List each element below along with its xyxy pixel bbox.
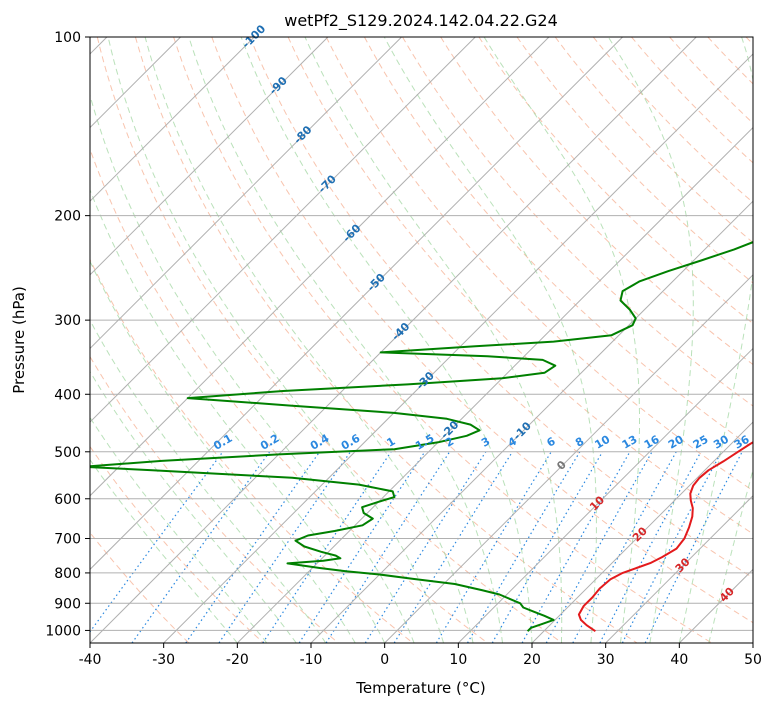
y-tick-label: 400 xyxy=(54,387,81,403)
mixing-ratio-line xyxy=(599,451,702,643)
plot-frame xyxy=(89,36,754,644)
x-tick-label: -10 xyxy=(300,652,323,668)
isotherm-line xyxy=(90,37,476,423)
moist-adiabat xyxy=(90,458,238,643)
moist-adiabat xyxy=(383,37,597,643)
moist-adiabat xyxy=(607,37,694,643)
isotherm-line xyxy=(384,274,753,643)
moist-adiabat xyxy=(708,467,753,643)
y-tick-label: 800 xyxy=(54,566,81,582)
y-tick-label: 900 xyxy=(54,596,81,612)
isotherm-line xyxy=(90,37,402,350)
isotherm-line xyxy=(90,37,329,276)
x-tick-label: 0 xyxy=(380,652,389,668)
mixing-ratio-line xyxy=(185,451,321,643)
y-tick-label: 600 xyxy=(54,492,81,508)
mixing-ratio-line xyxy=(466,451,581,643)
temperature-profile xyxy=(577,441,753,633)
y-tick-label: 300 xyxy=(54,313,81,329)
x-tick-label: -30 xyxy=(152,652,175,668)
y-axis-title: Pressure (hPa) xyxy=(10,286,28,394)
dry-adiabat xyxy=(90,147,488,643)
x-tick-label: 20 xyxy=(523,652,541,668)
dry-adiabat xyxy=(249,37,753,579)
dry-adiabat xyxy=(440,37,753,366)
isotherm-line xyxy=(531,421,753,643)
dry-adiabat xyxy=(173,37,712,643)
moist-adiabat xyxy=(188,37,503,643)
mixing-ratio-line xyxy=(298,451,426,643)
y-tick-label: 100 xyxy=(54,30,81,46)
isotherm-line xyxy=(90,37,697,643)
moist-adiabat xyxy=(678,37,753,643)
mixing-ratio-line xyxy=(572,451,677,643)
x-tick-label: -40 xyxy=(79,652,102,668)
dry-adiabat xyxy=(478,37,753,325)
moist-adiabat xyxy=(90,416,268,643)
isotherm-line xyxy=(90,37,623,571)
x-tick-label: 10 xyxy=(449,652,467,668)
moist-adiabat xyxy=(144,37,474,643)
dry-adiabat xyxy=(134,37,638,643)
dry-adiabat xyxy=(90,355,339,643)
isotherm-line xyxy=(90,37,550,497)
chart-title: wetPf2_S129.2024.142.04.22.G24 xyxy=(284,11,558,31)
isotherm-line xyxy=(605,495,753,643)
mixing-ratio-line xyxy=(364,451,487,643)
moist-adiabat xyxy=(90,260,356,643)
moist-adiabat xyxy=(90,370,297,643)
x-tick-label: 50 xyxy=(744,652,762,668)
moist-adiabat xyxy=(483,37,640,643)
isotherm-line xyxy=(236,126,753,643)
moist-adiabat xyxy=(240,37,533,643)
y-tick-label: 700 xyxy=(54,532,81,548)
moist-adiabat xyxy=(107,37,445,643)
x-tick-label: 40 xyxy=(670,652,688,668)
y-tick-label: 200 xyxy=(54,209,81,225)
mixing-ratio-line xyxy=(218,451,351,643)
isotherm-line xyxy=(163,53,753,643)
dry-adiabat xyxy=(90,445,264,643)
isotherm-line xyxy=(90,37,255,202)
mixing-ratio-line xyxy=(435,451,552,643)
mixing-ratio-line xyxy=(262,451,392,643)
dewpoint-profile xyxy=(90,241,753,632)
mixing-ratio-line xyxy=(325,451,451,643)
x-axis-title: Temperature (°C) xyxy=(355,679,485,697)
y-tick-label: 1000 xyxy=(45,623,81,639)
moist-adiabat xyxy=(304,37,563,643)
x-tick-label: -20 xyxy=(226,652,249,668)
isotherm-line xyxy=(310,200,753,643)
isotherm-line xyxy=(457,347,753,643)
dry-adiabat xyxy=(211,37,753,624)
x-tick-label: 30 xyxy=(597,652,615,668)
y-tick-label: 500 xyxy=(54,445,81,461)
moist-adiabat xyxy=(90,188,386,643)
moist-adiabat xyxy=(90,319,327,643)
